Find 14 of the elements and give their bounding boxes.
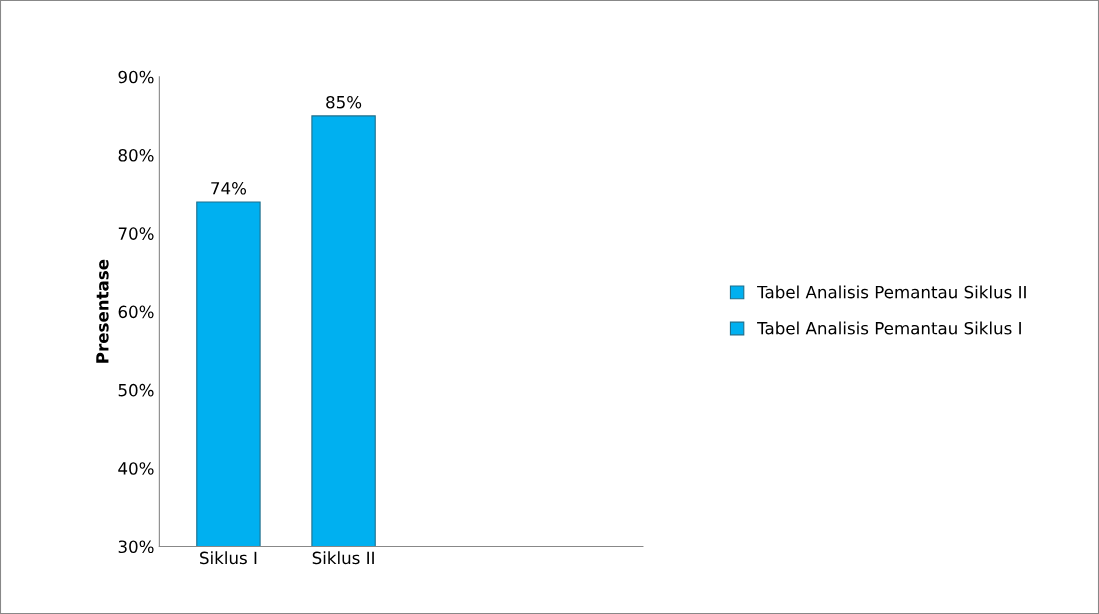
y-tick-label: 50% (118, 383, 154, 397)
data-label: 85% (326, 95, 362, 109)
y-tick-label: 70% (118, 227, 154, 240)
y-tick-label: 90% (118, 70, 154, 84)
y-axis-title: Presentase (96, 259, 109, 363)
y-tick-label: 80% (118, 149, 154, 162)
x-tick-label: Siklus II (312, 551, 374, 565)
y-tick-label: 40% (118, 462, 154, 475)
legend-label: Tabel Analisis Pemantau Siklus II (757, 285, 1026, 299)
y-tick-label: 60% (118, 305, 154, 319)
legend-label: Tabel Analisis Pemantau Siklus I (757, 321, 1021, 335)
y-tick-label: 30% (118, 540, 154, 554)
x-tick-label: Siklus I (200, 551, 257, 565)
data-label: 74% (211, 182, 247, 195)
